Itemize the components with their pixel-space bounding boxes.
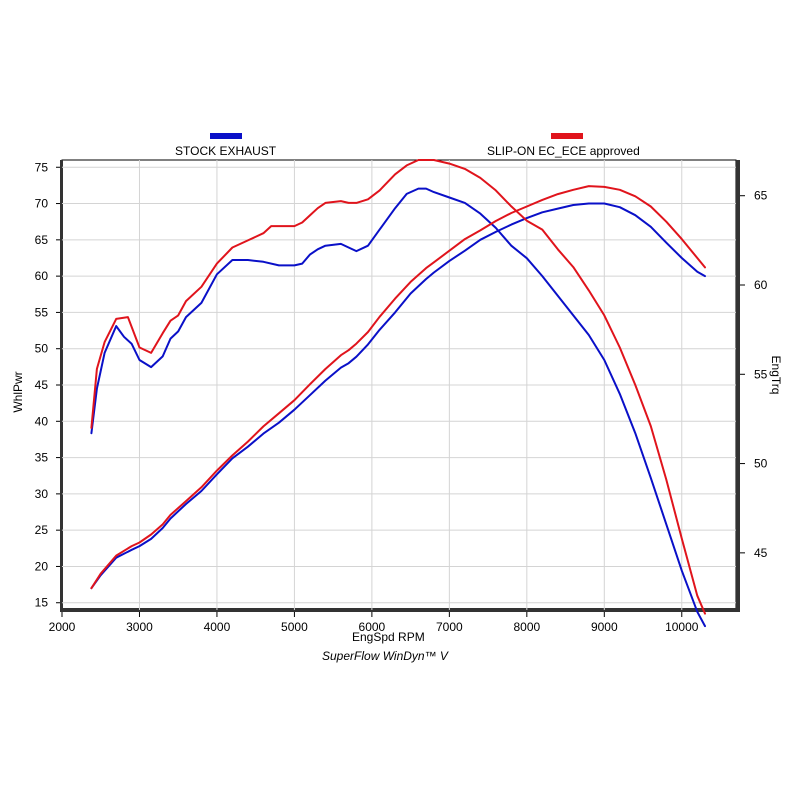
x-tick-label: 4000 [204, 620, 231, 634]
y-left-tick-label: 60 [35, 269, 49, 283]
grid-lines [62, 160, 736, 610]
left-axis-ticks: 15 20 25 30 35 40 45 50 55 60 65 70 75 [35, 160, 60, 610]
y-axis-left-title: WhlPwr [11, 371, 25, 412]
y-left-tick-label: 30 [35, 487, 49, 501]
x-tick-label: 2000 [49, 620, 76, 634]
series-line-slipon-whlpwr [90, 185, 706, 590]
x-tick-label: 8000 [513, 620, 540, 634]
right-axis-bar [736, 160, 740, 610]
y-left-tick-label: 70 [35, 197, 49, 211]
series-line-stock-whlpwr [90, 202, 706, 590]
y-right-tick-label: 60 [754, 278, 768, 292]
y-left-tick-label: 75 [35, 160, 49, 174]
y-left-tick-label: 15 [35, 596, 49, 610]
y-right-tick-label: 50 [754, 457, 768, 471]
footer-brand: SuperFlow WinDyn™ V [322, 649, 449, 663]
y-left-tick-label: 65 [35, 233, 49, 247]
y-left-tick-label: 20 [35, 559, 49, 573]
series-line-slipon-engtrq [90, 159, 706, 615]
legend-swatch-slipon [551, 133, 583, 139]
x-tick-label: 5000 [281, 620, 308, 634]
x-tick-label: 3000 [126, 620, 153, 634]
legend-label-slipon: SLIP-ON EC_ECE approved [487, 144, 640, 158]
y-left-tick-label: 50 [35, 342, 49, 356]
y-left-tick-label: 25 [35, 523, 49, 537]
y-right-tick-label: 45 [754, 546, 768, 560]
y-right-tick-label: 65 [754, 189, 768, 203]
legend-swatch-stock [210, 133, 242, 139]
bottom-axis-bar [60, 608, 740, 612]
y-right-tick-label: 55 [754, 367, 768, 381]
y-left-tick-label: 45 [35, 378, 49, 392]
x-tick-label: 10000 [665, 620, 699, 634]
series-line-stock-engtrq [90, 187, 706, 628]
y-axis-right-title: EngTrq [769, 356, 783, 395]
x-tick-label: 7000 [436, 620, 463, 634]
right-axis-ticks: 45 50 55 60 65 [740, 189, 768, 560]
series-lines [90, 159, 706, 628]
y-left-tick-label: 40 [35, 414, 49, 428]
legend-label-stock: STOCK EXHAUST [175, 144, 277, 158]
y-left-tick-label: 35 [35, 451, 49, 465]
x-tick-label: 9000 [591, 620, 618, 634]
x-axis-title: EngSpd RPM [352, 630, 425, 644]
x-tick-label: 6000 [359, 620, 386, 634]
y-left-tick-label: 55 [35, 305, 49, 319]
x-axis-ticks: 2000 3000 4000 5000 6000 7000 8000 9000 10000 [49, 612, 699, 634]
left-axis-bar [60, 160, 63, 612]
legend: STOCK EXHAUST SLIP-ON EC_ECE approved [175, 133, 640, 158]
